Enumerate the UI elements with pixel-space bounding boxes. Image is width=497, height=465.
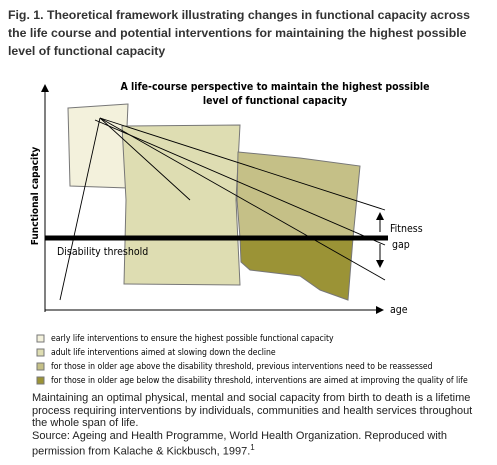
figure-title: Fig. 1. Theoretical framework illustrati… (8, 8, 470, 58)
older-above-block (236, 151, 361, 239)
older-below-block (239, 237, 354, 301)
legend: early life interventions to ensure the h… (36, 334, 468, 386)
diagram-title: A life-course perspective to maintain th… (120, 81, 429, 93)
adult-life-block (121, 124, 241, 286)
caption: Maintaining an optimal physical, mental … (32, 392, 482, 458)
legend-swatch (36, 334, 45, 343)
caption-text: Maintaining an optimal physical, mental … (32, 392, 473, 429)
y-axis-label: Functional capacity (30, 147, 41, 246)
source-text: Source: Ageing and Health Programme, Wor… (32, 429, 447, 458)
diagram: A life-course perspective to maintain th… (30, 81, 468, 386)
trajectory-lines (59, 117, 386, 301)
x-axis-label: age (390, 304, 408, 316)
legend-label: for those in older age below the disabil… (51, 376, 468, 386)
legend-label: early life interventions to ensure the h… (51, 334, 334, 344)
threshold-label: Disability threshold (57, 246, 148, 258)
legend-label: adult life interventions aimed at slowin… (51, 348, 276, 358)
legend-swatch (36, 362, 45, 371)
legend-swatch (36, 376, 45, 385)
legend-label: for those in older age above the disabil… (51, 362, 433, 372)
diagram-title: level of functional capacity (203, 95, 347, 107)
gap-label: gap (392, 239, 410, 251)
legend-swatch (36, 348, 45, 357)
caption-source: Source: Ageing and Health Programme, Wor… (32, 430, 482, 459)
footnote-mark: 1 (250, 443, 255, 452)
early-life-block (67, 103, 129, 189)
gap-label: Fitness (390, 223, 423, 235)
